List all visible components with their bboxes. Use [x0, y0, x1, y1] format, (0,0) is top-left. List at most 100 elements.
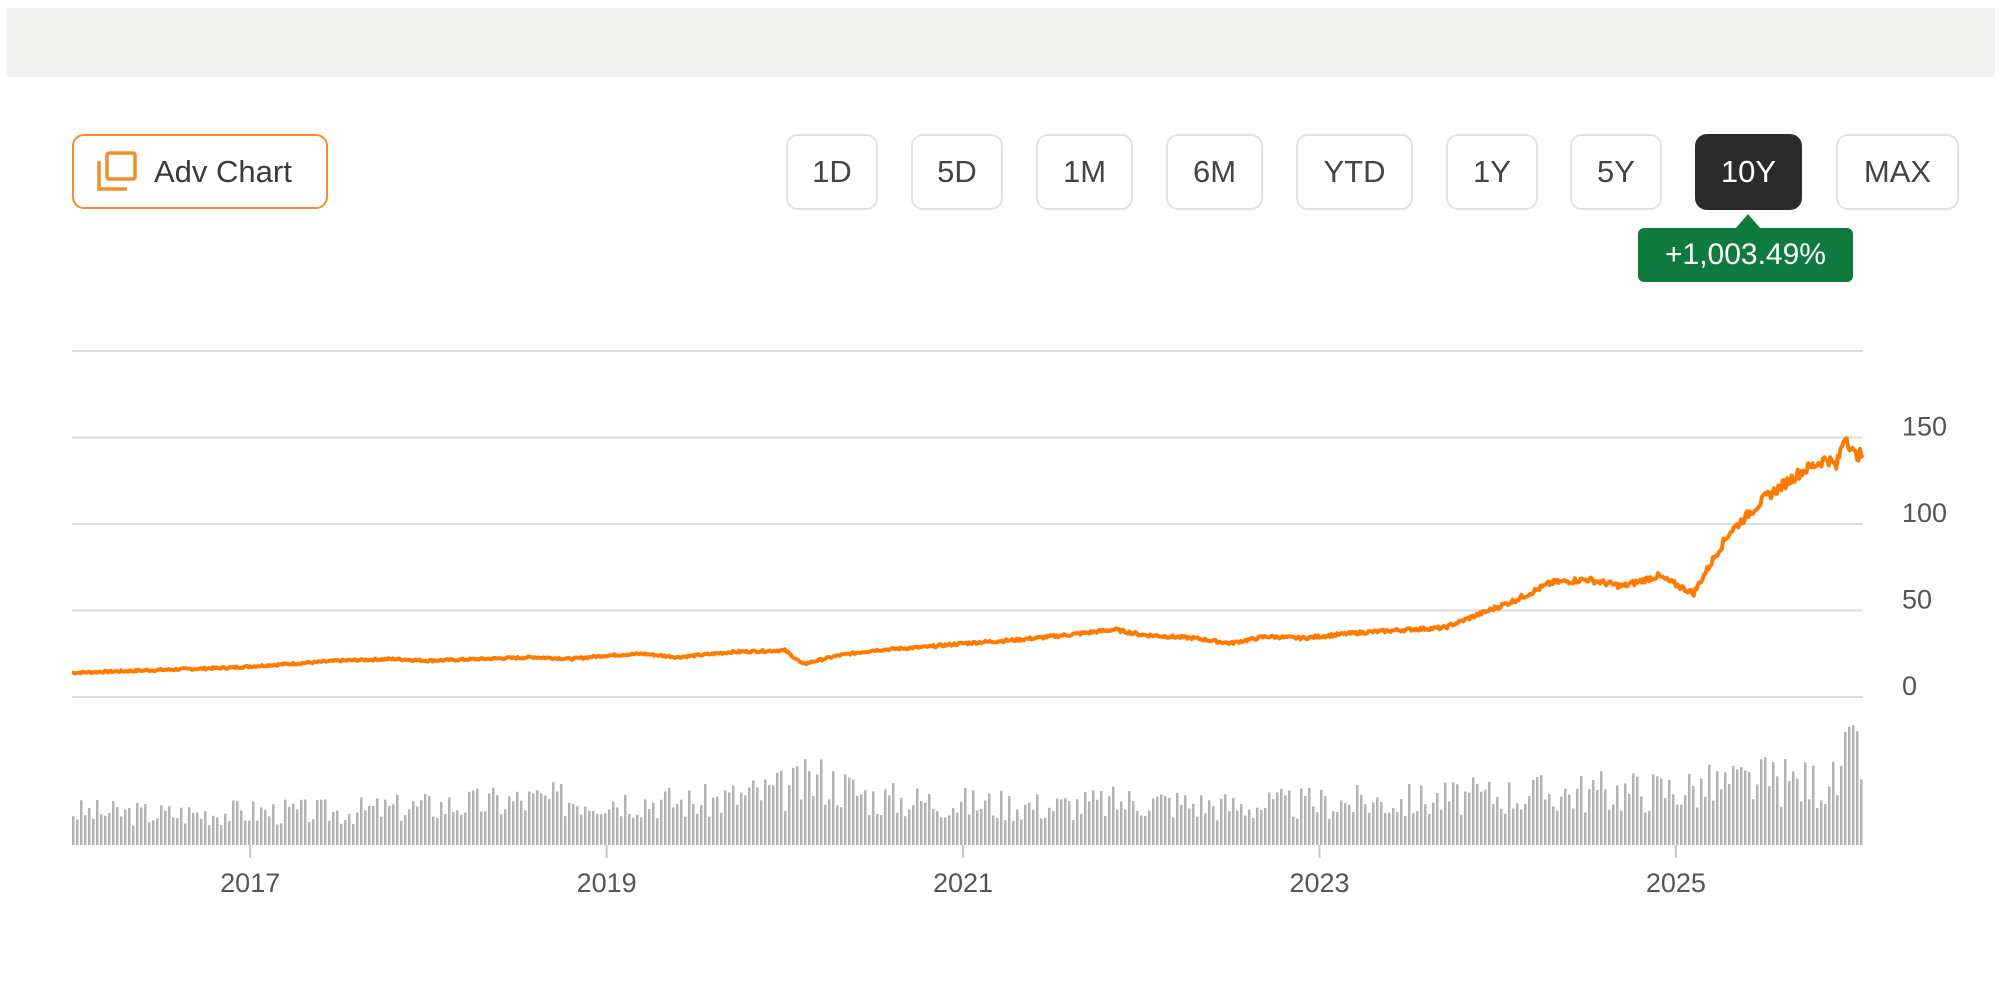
volume-bar	[204, 811, 207, 845]
volume-bar	[504, 809, 507, 845]
change-badge-caret	[1735, 214, 1761, 229]
volume-bar	[140, 807, 143, 845]
volume-bar	[1688, 773, 1691, 845]
volume-bar	[1064, 798, 1067, 845]
volume-bar	[1340, 800, 1343, 845]
price-series	[71, 436, 1865, 676]
volume-bars	[72, 725, 1863, 845]
volume-bar	[1192, 803, 1195, 845]
volume-bar	[1012, 820, 1015, 845]
volume-bar	[776, 772, 779, 845]
volume-bar	[1512, 808, 1515, 845]
volume-bar	[824, 804, 827, 845]
volume-bar	[748, 787, 751, 845]
volume-bar	[1112, 786, 1115, 845]
volume-bar	[80, 800, 83, 845]
volume-bar	[904, 816, 907, 845]
volume-bar	[1468, 792, 1471, 845]
volume-bar	[796, 766, 799, 845]
range-button-1d[interactable]: 1D	[786, 134, 878, 210]
adv-chart-button[interactable]: Adv Chart	[72, 134, 328, 209]
volume-bar	[468, 791, 471, 845]
volume-bar	[804, 759, 807, 845]
volume-bar	[1608, 809, 1611, 845]
range-button-6m[interactable]: 6M	[1166, 134, 1263, 210]
volume-bar	[1860, 779, 1863, 845]
volume-bar	[1564, 788, 1567, 845]
volume-bar	[348, 813, 351, 845]
volume-bar	[1580, 775, 1583, 845]
volume-bar	[1364, 804, 1367, 845]
volume-bar	[1816, 807, 1819, 845]
volume-bar	[1476, 783, 1479, 845]
volume-bar	[1104, 815, 1107, 845]
volume-bar	[1000, 790, 1003, 845]
volume-bar	[1480, 791, 1483, 845]
volume-bar	[1240, 804, 1243, 845]
range-button-max[interactable]: MAX	[1836, 134, 1959, 210]
volume-bar	[1692, 785, 1695, 845]
volume-bar	[940, 817, 943, 845]
volume-bar	[1180, 805, 1183, 845]
volume-bar	[1152, 798, 1155, 845]
volume-bar	[772, 785, 775, 845]
volume-bar	[1296, 818, 1299, 845]
volume-bar	[608, 809, 611, 845]
volume-bar	[1848, 726, 1851, 845]
volume-bar	[404, 814, 407, 845]
volume-bar	[1544, 799, 1547, 845]
volume-bar	[1452, 782, 1455, 845]
volume-bar	[604, 813, 607, 845]
volume-bar	[1144, 816, 1147, 845]
volume-bar	[1168, 797, 1171, 845]
volume-bar	[352, 824, 355, 845]
volume-bar	[740, 792, 743, 845]
volume-bar	[188, 807, 191, 845]
volume-bar	[284, 799, 287, 845]
volume-bar	[1408, 784, 1411, 845]
range-button-5d[interactable]: 5D	[911, 134, 1003, 210]
volume-bar	[1504, 813, 1507, 845]
volume-bar	[1140, 815, 1143, 845]
volume-bar	[1256, 807, 1259, 845]
volume-bar	[72, 816, 75, 845]
volume-bar	[1744, 770, 1747, 845]
volume-bar	[1808, 799, 1811, 845]
volume-bar	[1496, 796, 1499, 845]
volume-bar	[1612, 804, 1615, 845]
volume-bar	[1820, 800, 1823, 845]
volume-bar	[652, 802, 655, 845]
volume-bar	[300, 799, 303, 845]
volume-bar	[248, 820, 251, 845]
y-tick-label-150: 150	[1902, 412, 1947, 442]
volume-bar	[1684, 795, 1687, 845]
volume-bar	[524, 810, 527, 845]
volume-bar	[376, 798, 379, 845]
volume-bar	[964, 787, 967, 845]
range-button-1m[interactable]: 1M	[1036, 134, 1133, 210]
volume-bar	[1672, 794, 1675, 845]
volume-bar	[1472, 777, 1475, 845]
volume-bar	[860, 794, 863, 845]
volume-bar	[1312, 806, 1315, 845]
range-button-ytd[interactable]: YTD	[1296, 134, 1413, 210]
volume-bar	[1640, 796, 1643, 845]
volume-bar	[1508, 782, 1511, 845]
volume-bar	[576, 806, 579, 845]
volume-bar	[264, 809, 267, 845]
volume-bar	[1784, 758, 1787, 845]
volume-bar	[416, 806, 419, 845]
volume-bar	[368, 805, 371, 845]
volume-bar	[624, 794, 627, 845]
volume-bar	[792, 768, 795, 845]
volume-bar	[244, 820, 247, 845]
x-tick-label-2019: 2019	[577, 868, 637, 898]
volume-bar	[144, 804, 147, 845]
volume-bar	[1276, 792, 1279, 845]
range-button-5y[interactable]: 5Y	[1570, 134, 1662, 210]
range-button-1y[interactable]: 1Y	[1446, 134, 1538, 210]
volume-bar	[760, 800, 763, 845]
range-button-10y[interactable]: 10Y	[1695, 134, 1802, 210]
volume-bar	[1372, 802, 1375, 845]
x-tick-label-2017: 2017	[220, 868, 280, 898]
